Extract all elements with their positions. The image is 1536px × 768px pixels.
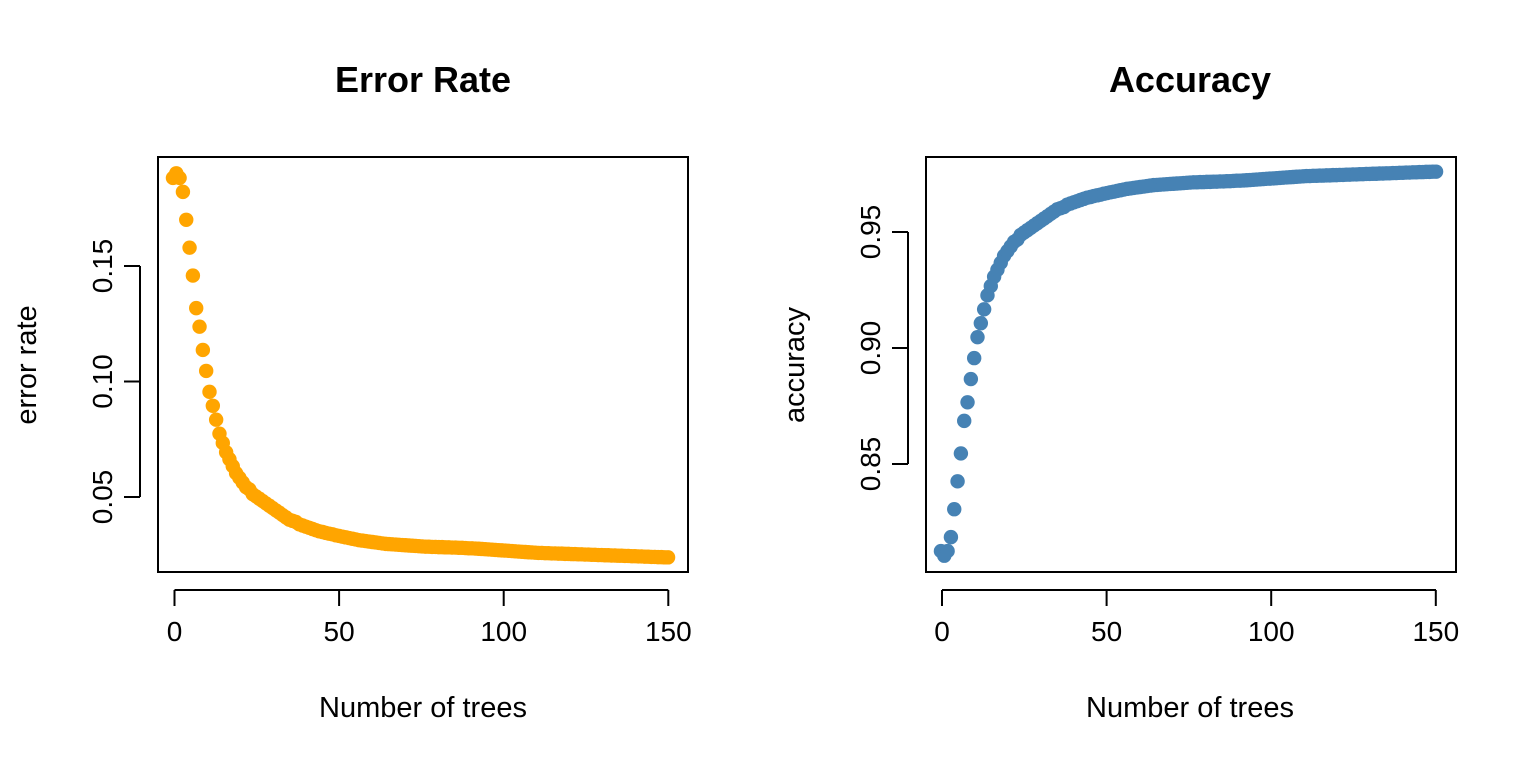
- error-rate-point: [185, 268, 201, 283]
- error-rate-point: [660, 550, 676, 565]
- accuracy-title: Accuracy: [1109, 59, 1271, 100]
- accuracy-y-tick-label-0.85: 0.85: [855, 437, 886, 492]
- error-rate-point: [192, 319, 207, 334]
- accuracy-plot-frame: [925, 156, 1457, 573]
- error-rate-y-tick-label-0.10: 0.10: [87, 354, 118, 409]
- accuracy-point: [963, 371, 979, 387]
- error-rate-point: [208, 412, 224, 427]
- accuracy-point: [966, 350, 982, 366]
- accuracy-point: [973, 316, 989, 331]
- error-rate-plot-frame: [157, 156, 689, 573]
- accuracy-panel: Accuracy 0 50 100 150 0.85 0.90 0.95 Num…: [779, 59, 1459, 724]
- error-rate-x-label: Number of trees: [319, 692, 527, 724]
- error-rate-y-label: error rate: [11, 305, 43, 424]
- error-rate-point: [182, 240, 197, 255]
- accuracy-point: [953, 446, 969, 461]
- accuracy-x-tick-label-100: 100: [1248, 616, 1295, 647]
- accuracy-point: [943, 529, 959, 545]
- accuracy-point: [947, 502, 962, 517]
- error-rate-point: [172, 170, 187, 186]
- accuracy-x-label: Number of trees: [1086, 692, 1294, 724]
- error-rate-y-tick-label-0.05: 0.05: [87, 470, 118, 525]
- error-rate-point: [189, 300, 204, 316]
- error-rate-title: Error Rate: [335, 59, 511, 100]
- accuracy-x-tick-label-150: 150: [1412, 616, 1459, 647]
- accuracy-point: [950, 474, 965, 489]
- accuracy-point: [970, 329, 985, 345]
- accuracy-y-tick-label-0.95: 0.95: [855, 205, 886, 260]
- accuracy-point: [957, 413, 972, 429]
- error-rate-x-axis: 0 50 100 150: [167, 589, 692, 647]
- accuracy-point: [976, 302, 992, 317]
- accuracy-point: [940, 543, 955, 559]
- error-rate-y-tick-label-0.15: 0.15: [87, 239, 118, 294]
- accuracy-y-axis: 0.85 0.90 0.95: [855, 205, 909, 492]
- accuracy-x-tick-label-0: 0: [934, 616, 950, 647]
- accuracy-point: [960, 395, 975, 410]
- accuracy-x-axis: 0 50 100 150: [934, 589, 1459, 647]
- accuracy-point: [1428, 164, 1444, 179]
- error-rate-y-axis: 0.05 0.10 0.15: [87, 239, 141, 525]
- accuracy-y-label: accuracy: [779, 306, 811, 423]
- accuracy-x-tick-label-50: 50: [1091, 616, 1122, 647]
- accuracy-points: [933, 164, 1444, 563]
- error-rate-x-tick-label-150: 150: [645, 616, 692, 647]
- error-rate-panel: Error Rate 0 50 100 150 0.05 0.10 0.15 N…: [11, 59, 692, 724]
- error-rate-point: [179, 212, 194, 227]
- error-rate-point: [175, 184, 191, 200]
- error-rate-x-tick-label-50: 50: [324, 616, 355, 647]
- error-rate-point: [198, 363, 214, 379]
- error-rate-points: [165, 166, 676, 565]
- accuracy-y-tick-label-0.90: 0.90: [855, 321, 886, 376]
- error-rate-point: [195, 342, 211, 358]
- error-rate-point: [205, 398, 221, 413]
- error-rate-x-tick-label-0: 0: [167, 616, 183, 647]
- error-rate-point: [202, 384, 217, 400]
- error-rate-x-tick-label-100: 100: [480, 616, 527, 647]
